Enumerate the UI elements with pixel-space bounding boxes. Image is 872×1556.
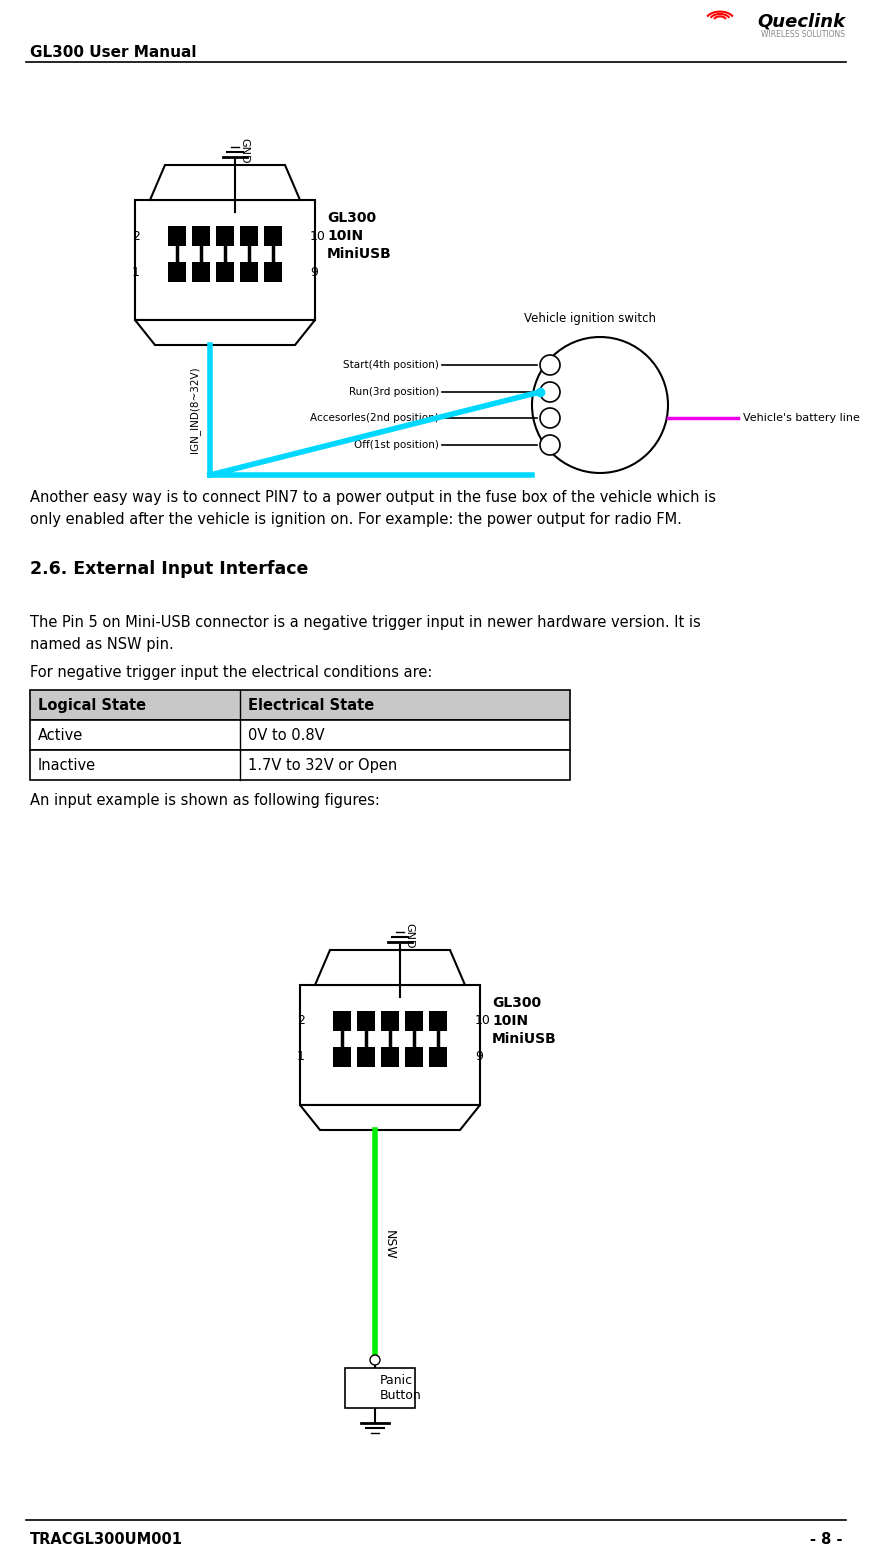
Text: Vehicle's battery line: Vehicle's battery line — [743, 412, 860, 423]
Text: 10IN: 10IN — [327, 229, 363, 243]
Text: WIRELESS SOLUTIONS: WIRELESS SOLUTIONS — [761, 30, 845, 39]
Text: IGN_IND(8~32V): IGN_IND(8~32V) — [189, 367, 200, 453]
Bar — [192, 261, 210, 282]
Bar — [30, 720, 570, 750]
Text: named as NSW pin.: named as NSW pin. — [30, 636, 174, 652]
Text: Start(4th position): Start(4th position) — [343, 359, 439, 370]
Text: only enabled after the vehicle is ignition on. For example: the power output for: only enabled after the vehicle is igniti… — [30, 512, 682, 527]
Text: GND: GND — [404, 923, 414, 949]
Circle shape — [540, 436, 560, 454]
Bar — [357, 1047, 375, 1067]
Text: NSW: NSW — [383, 1231, 396, 1260]
Bar — [345, 1368, 415, 1408]
Bar — [333, 1047, 351, 1067]
Bar — [30, 750, 570, 780]
Text: 0V to 0.8V: 0V to 0.8V — [248, 728, 324, 742]
Bar — [381, 1047, 399, 1067]
Polygon shape — [300, 1105, 480, 1130]
Bar — [333, 1011, 351, 1032]
Bar — [381, 1011, 399, 1032]
Bar — [429, 1047, 447, 1067]
Bar — [240, 261, 258, 282]
Text: GL300: GL300 — [492, 996, 542, 1010]
Text: 10IN: 10IN — [492, 1015, 528, 1029]
Text: Logical State: Logical State — [38, 697, 146, 713]
Text: 9: 9 — [475, 1050, 483, 1063]
Text: Run(3rd position): Run(3rd position) — [349, 387, 439, 397]
Text: Electrical State: Electrical State — [248, 697, 374, 713]
Text: 1: 1 — [297, 1050, 305, 1063]
Circle shape — [540, 355, 560, 375]
Text: The Pin 5 on Mini-USB connector is a negative trigger input in newer hardware ve: The Pin 5 on Mini-USB connector is a neg… — [30, 615, 701, 630]
Bar — [135, 201, 315, 321]
Text: Panic
Button: Panic Button — [380, 1374, 422, 1402]
Text: 1.7V to 32V or Open: 1.7V to 32V or Open — [248, 758, 398, 772]
Bar — [168, 261, 186, 282]
Text: GL300: GL300 — [327, 212, 376, 226]
Bar — [216, 226, 234, 246]
Bar — [30, 689, 570, 720]
Text: Vehicle ignition switch: Vehicle ignition switch — [524, 313, 656, 325]
Bar — [264, 261, 282, 282]
Text: MiniUSB: MiniUSB — [327, 247, 392, 261]
Bar — [405, 1047, 423, 1067]
Bar — [357, 1011, 375, 1032]
Text: 2: 2 — [297, 1015, 305, 1027]
Text: 2.6. External Input Interface: 2.6. External Input Interface — [30, 560, 309, 577]
Bar — [216, 261, 234, 282]
Text: Another easy way is to connect PIN7 to a power output in the fuse box of the veh: Another easy way is to connect PIN7 to a… — [30, 490, 716, 506]
Circle shape — [532, 338, 668, 473]
Polygon shape — [315, 951, 465, 985]
Text: An input example is shown as following figures:: An input example is shown as following f… — [30, 794, 380, 808]
Bar — [429, 1011, 447, 1032]
Bar — [168, 226, 186, 246]
Text: For negative trigger input the electrical conditions are:: For negative trigger input the electrica… — [30, 664, 433, 680]
Text: 1: 1 — [133, 266, 140, 279]
Text: Off(1st position): Off(1st position) — [354, 440, 439, 450]
Text: GL300 User Manual: GL300 User Manual — [30, 45, 196, 61]
Polygon shape — [150, 165, 300, 201]
Bar — [192, 226, 210, 246]
Bar — [405, 1011, 423, 1032]
Text: - 8 -: - 8 - — [809, 1533, 842, 1548]
Circle shape — [540, 383, 560, 401]
Bar — [264, 226, 282, 246]
Text: Inactive: Inactive — [38, 758, 96, 772]
Bar — [300, 985, 480, 1105]
Text: 10: 10 — [475, 1015, 491, 1027]
Text: 9: 9 — [310, 266, 318, 279]
Circle shape — [370, 1355, 380, 1365]
Text: 10: 10 — [310, 229, 326, 243]
Polygon shape — [135, 321, 315, 345]
Text: MiniUSB: MiniUSB — [492, 1032, 556, 1046]
Bar — [240, 226, 258, 246]
Text: Accesorles(2nd position): Accesorles(2nd position) — [310, 412, 439, 423]
Text: 2: 2 — [133, 229, 140, 243]
Text: GND: GND — [239, 138, 249, 163]
Circle shape — [540, 408, 560, 428]
Text: Queclink: Queclink — [757, 12, 845, 30]
Text: Active: Active — [38, 728, 83, 742]
Text: TRACGL300UM001: TRACGL300UM001 — [30, 1533, 183, 1548]
